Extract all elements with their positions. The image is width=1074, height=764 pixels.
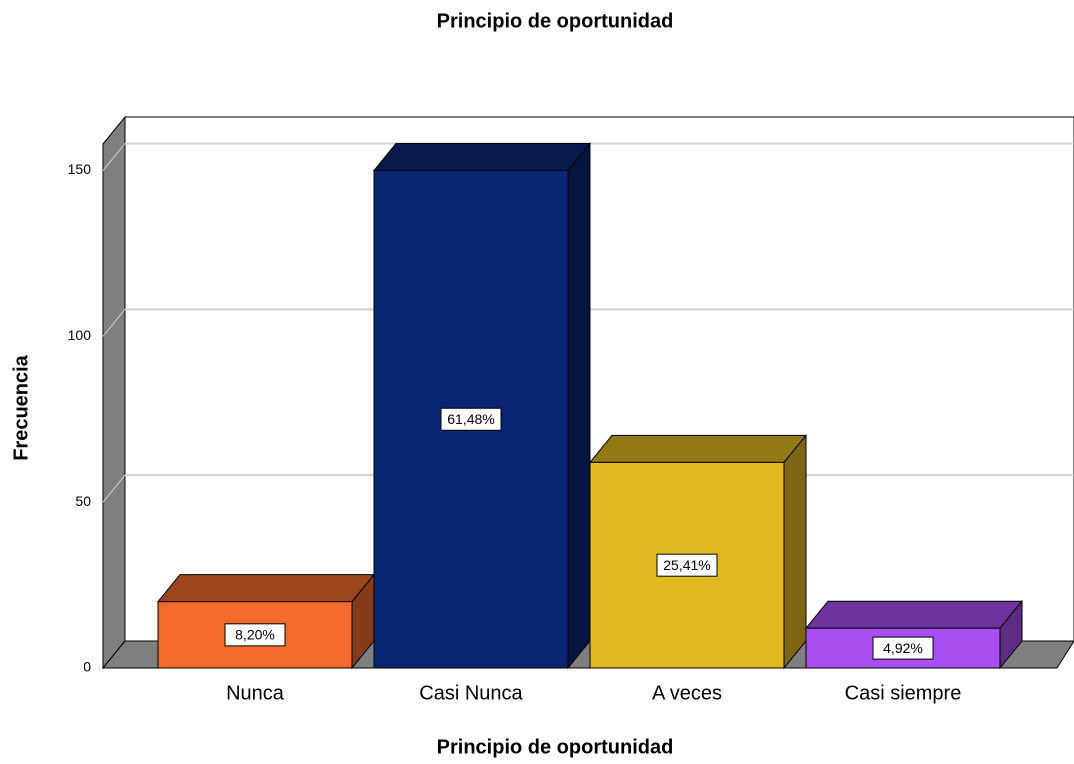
bar-top bbox=[804, 600, 1024, 629]
grid-line bbox=[102, 474, 126, 503]
grid-line bbox=[102, 143, 126, 171]
grid-line bbox=[102, 309, 126, 337]
bar-top bbox=[372, 143, 592, 172]
y-tick-label: 150 bbox=[68, 161, 92, 177]
data-label-box bbox=[224, 623, 286, 647]
x-tick-label: Casi Nunca bbox=[419, 682, 523, 704]
data-label-box bbox=[440, 407, 502, 431]
y-tick-label: 100 bbox=[68, 327, 92, 343]
x-tick-label: Casi siempre bbox=[845, 682, 962, 704]
x-tick-label: A veces bbox=[652, 682, 722, 704]
data-label: 8,20% bbox=[235, 627, 275, 643]
x-tick-label: Nunca bbox=[226, 682, 285, 704]
bar-side bbox=[783, 433, 807, 670]
bar-top bbox=[588, 434, 808, 463]
data-label-box bbox=[656, 553, 718, 577]
bar-top bbox=[156, 574, 376, 603]
data-label: 61,48% bbox=[447, 411, 494, 427]
left-wall bbox=[102, 115, 126, 670]
chart-title: Principio de oportunidad bbox=[437, 10, 674, 32]
data-label-box bbox=[872, 636, 934, 660]
x-axis-title: Principio de oportunidad bbox=[437, 736, 674, 758]
data-label: 4,92% bbox=[883, 640, 923, 656]
y-tick-label: 50 bbox=[75, 493, 91, 509]
bar-side bbox=[567, 142, 591, 670]
y-tick-label: 0 bbox=[83, 659, 91, 675]
data-label: 25,41% bbox=[663, 557, 710, 573]
y-axis-title: Frecuencia bbox=[10, 354, 32, 460]
